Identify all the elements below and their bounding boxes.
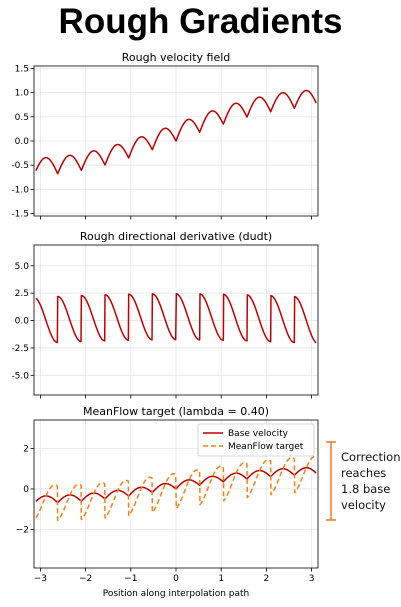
series-line-target bbox=[35, 455, 317, 522]
y-tick-label: 0.0 bbox=[15, 137, 30, 147]
chart-panel-3: MeanFlow target (lambda = 0.40) −3 −2 −1 0 1 2… bbox=[16, 405, 319, 599]
x-tick-label: 2 bbox=[264, 574, 270, 584]
x-tick-label: 3 bbox=[309, 574, 315, 584]
panel-title: MeanFlow target (lambda = 0.40) bbox=[83, 405, 269, 418]
page-title: Rough Gradients bbox=[58, 2, 343, 41]
x-tick-label: −3 bbox=[34, 574, 47, 584]
y-tick-label: -0.5 bbox=[11, 161, 29, 171]
y-tick-label: 5.0 bbox=[15, 262, 30, 272]
y-tick-label: -2.5 bbox=[11, 344, 29, 354]
y-tick-label: 1.0 bbox=[15, 89, 30, 99]
annotation-line: 1.8 base bbox=[341, 482, 390, 496]
annotation-line: velocity bbox=[341, 498, 386, 512]
correction-annotation: Correction reaches 1.8 base velocity bbox=[326, 441, 401, 521]
x-tick-label: 0 bbox=[173, 574, 179, 584]
axes-frame bbox=[33, 65, 319, 217]
axes-frame bbox=[33, 244, 319, 396]
y-tick-label: 0 bbox=[23, 485, 29, 495]
y-tick-label: 0.5 bbox=[15, 113, 29, 123]
annotation-line: reaches bbox=[341, 466, 386, 480]
x-tick-label: −2 bbox=[79, 574, 92, 584]
y-tick-label: −2 bbox=[16, 525, 29, 535]
x-axis-label: Position along interpolation path bbox=[103, 589, 249, 599]
panel-title: Rough directional derivative (dudt) bbox=[80, 230, 272, 243]
y-tick-label: -1.0 bbox=[11, 185, 29, 195]
x-tick-label: −1 bbox=[124, 574, 137, 584]
series-line-dudt bbox=[35, 292, 317, 344]
legend-box bbox=[197, 423, 315, 457]
panel-title: Rough velocity field bbox=[122, 51, 231, 64]
y-tick-label: -1.5 bbox=[11, 210, 29, 220]
series-line-velocity bbox=[35, 89, 317, 175]
annotation-line: Correction bbox=[341, 450, 401, 464]
axes-frame bbox=[33, 419, 319, 569]
legend-label-target: MeanFlow target bbox=[228, 442, 304, 452]
y-tick-label: 2 bbox=[23, 444, 29, 454]
y-tick-label: 0.0 bbox=[15, 317, 30, 327]
chart-panel-2: Rough directional derivative (dudt) -5.0 -… bbox=[11, 230, 319, 399]
y-tick-label: -5.0 bbox=[11, 371, 29, 381]
legend-label-base: Base velocity bbox=[228, 429, 289, 439]
legend: Base velocity MeanFlow target bbox=[197, 423, 315, 457]
x-tick-label: 1 bbox=[218, 574, 224, 584]
chart-panel-1: Rough velocity field -1.5 -1.0 -0.5 0.0 0.5 1.… bbox=[11, 51, 319, 220]
y-tick-label: 1.5 bbox=[15, 64, 29, 74]
y-tick-label: 2.5 bbox=[15, 289, 29, 299]
